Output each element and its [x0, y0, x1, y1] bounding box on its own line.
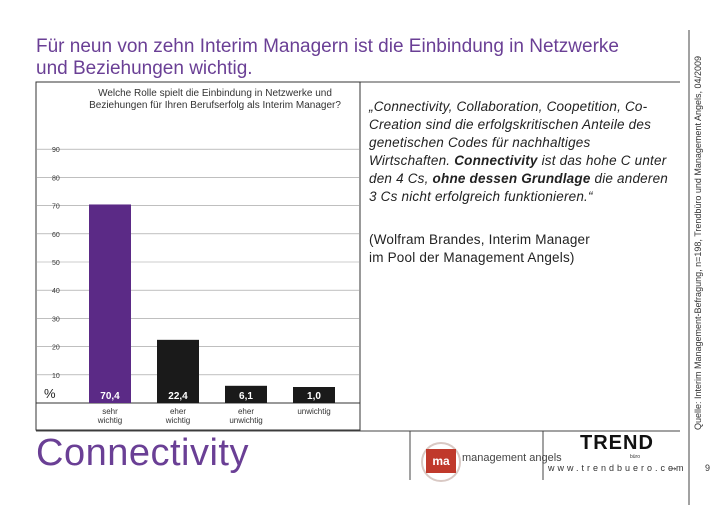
y-tick-label: 70	[52, 204, 60, 211]
section-title: Connectivity	[36, 432, 249, 474]
value-label: 70,4	[100, 391, 120, 402]
quote-bold-2: ohne dessen Grundlage	[432, 171, 591, 186]
chart-frame	[35, 81, 361, 431]
headline-line-1: Für neun von zehn Interim Managern ist d…	[36, 36, 619, 57]
category-label-line-2: unwichtig	[297, 407, 331, 416]
value-label: 22,4	[168, 391, 188, 402]
arrow-right-icon: →	[666, 459, 679, 474]
y-tick-label: 80	[52, 175, 60, 182]
category-label-line-1: eher	[169, 407, 186, 416]
citation-line-1: (Wolfram Brandes, Interim Manager	[369, 232, 590, 247]
category-label: eher wichtig	[146, 407, 210, 425]
y-tick-label: 10	[52, 373, 60, 380]
ma-logo-ring	[421, 442, 461, 482]
category-label: eher unwichtig	[214, 407, 278, 425]
page-number: 9	[705, 463, 711, 473]
y-tick-label: 90	[52, 147, 60, 154]
quote-part-2: ist das hohe C unter den 4 Cs,	[369, 153, 667, 186]
y-tick-label: 40	[52, 288, 60, 295]
citation: (Wolfram Brandes, Interim Manager im Poo…	[369, 231, 669, 267]
value-label-bg	[293, 387, 335, 403]
y-tick-label: 20	[52, 345, 60, 352]
headline: Für neun von zehn Interim Managern ist d…	[36, 36, 676, 80]
bar	[89, 204, 131, 403]
y-tick-label: 50	[52, 260, 60, 267]
website-link[interactable]: www.trendbuero.com	[548, 463, 687, 473]
category-label-line-1: sehr	[102, 407, 118, 416]
management-angels-logo: ma	[426, 449, 456, 473]
y-tick-label: 60	[52, 232, 60, 239]
category-label: sehr wichtig	[78, 407, 142, 425]
management-angels-name: management angels	[462, 452, 562, 464]
headline-line-2: und Beziehungen wichtig.	[36, 58, 253, 79]
quote-bold-1: Connectivity	[454, 153, 538, 168]
trendbuero-logo-sub: büro	[630, 454, 641, 460]
category-label-line-2: wichtig	[97, 416, 123, 425]
category-label-line-2: unwichtig	[229, 416, 263, 425]
trendbuero-logo: TREND	[580, 432, 654, 454]
quote-part-3: die anderen 3 Cs nicht erfolgreich funkt…	[369, 171, 668, 204]
category-label: unwichtig	[282, 407, 346, 416]
quote: „Connectivity, Collaboration, Coopetitio…	[369, 98, 669, 206]
chart-question-line-2: Beziehungen für Ihren Berufserfolg als I…	[89, 100, 341, 111]
category-label-line-1: eher	[237, 407, 254, 416]
chart-question: Welche Rolle spielt die Einbindung in Ne…	[70, 88, 360, 112]
citation-line-2: im Pool der Management Angels)	[369, 250, 575, 265]
y-tick-label: 30	[52, 316, 60, 323]
value-label-bg	[157, 387, 199, 403]
value-label: 6,1	[239, 391, 253, 402]
quote-part-1: „Connectivity, Collaboration, Coopetitio…	[369, 99, 652, 168]
value-label: 1,0	[307, 391, 321, 402]
percent-unit-label: %	[44, 386, 56, 401]
value-label-bg	[225, 387, 267, 403]
source-note: Quelle: Interim Management-Befragung, n=…	[693, 56, 703, 430]
value-label-bg	[89, 387, 131, 403]
category-label-line-2: wichtig	[165, 416, 191, 425]
chart-question-line-1: Welche Rolle spielt die Einbindung in Ne…	[98, 88, 332, 99]
